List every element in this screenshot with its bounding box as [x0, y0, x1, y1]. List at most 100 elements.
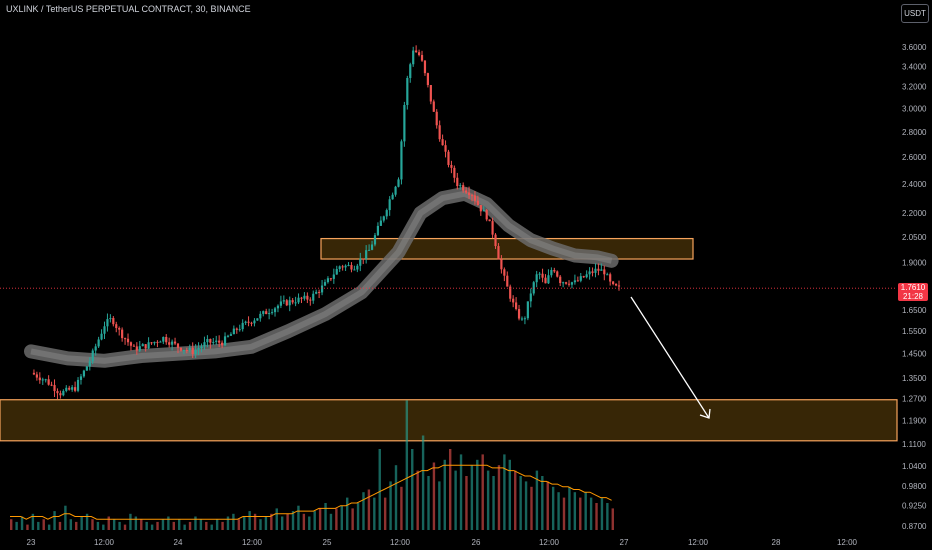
- candle-body: [59, 393, 62, 396]
- candle-body: [44, 379, 47, 381]
- candle-body: [65, 387, 68, 391]
- volume-bar: [91, 519, 94, 530]
- volume-bar: [15, 521, 18, 530]
- candle-body: [306, 295, 309, 300]
- candle-body: [247, 321, 250, 323]
- candle-body: [441, 139, 444, 146]
- volume-bar: [270, 513, 273, 530]
- candles: [32, 45, 621, 400]
- x-tick-label: 12:00: [94, 538, 115, 547]
- candle-body: [479, 205, 482, 212]
- last-price-value: 1.7610: [900, 283, 926, 292]
- volume-bar: [264, 516, 268, 530]
- volume-bar: [47, 524, 51, 530]
- volume-bar: [178, 519, 181, 530]
- candle-body: [141, 344, 144, 347]
- x-tick-label: 24: [174, 538, 183, 547]
- volume-bar: [443, 459, 446, 530]
- candle-body: [335, 269, 338, 275]
- candle-body: [191, 347, 194, 354]
- candle-body: [297, 297, 300, 303]
- candle-body: [438, 125, 441, 140]
- volume-bar: [275, 508, 278, 530]
- candle-body: [617, 285, 621, 287]
- candle-body: [373, 235, 377, 245]
- candle-body: [567, 283, 571, 285]
- candle-body: [573, 280, 576, 283]
- y-tick-label: 1.0400: [902, 462, 927, 471]
- volume-bar: [85, 513, 89, 530]
- candle-body: [276, 305, 280, 309]
- y-tick-label: 1.9000: [902, 259, 927, 268]
- volume-bar: [573, 492, 577, 530]
- candle-body: [450, 164, 453, 168]
- candle-body: [291, 300, 294, 303]
- volume-bar: [541, 476, 544, 530]
- volume-bar: [416, 470, 419, 530]
- candle-body: [435, 111, 438, 126]
- candle-body: [109, 318, 112, 320]
- candle-body: [488, 219, 491, 222]
- candle-body: [388, 199, 391, 211]
- candle-body: [420, 55, 424, 61]
- y-tick-label: 3.0000: [902, 104, 927, 113]
- candle-body: [612, 281, 615, 284]
- volume-bar: [427, 476, 430, 530]
- candle-body: [432, 101, 435, 112]
- candle-body: [132, 345, 135, 347]
- candle-body: [509, 286, 512, 299]
- candle-body: [56, 391, 59, 394]
- currency-badge[interactable]: USDT: [901, 4, 929, 23]
- ma-ribbon-band: [24, 186, 619, 368]
- candle-body: [279, 301, 282, 306]
- volume-bar: [324, 503, 327, 530]
- candle-body: [100, 333, 103, 340]
- volume-bar: [514, 470, 517, 530]
- candle-body: [564, 282, 568, 284]
- candle-body: [179, 347, 183, 351]
- volume-bar: [10, 519, 13, 530]
- volume-bar: [286, 513, 289, 530]
- candle-body: [76, 379, 80, 391]
- y-tick-label: 2.4000: [902, 180, 927, 189]
- candle-body: [309, 299, 312, 301]
- volume-bar: [210, 524, 213, 530]
- candle-body: [135, 346, 138, 351]
- candle-body: [535, 274, 538, 283]
- candle-body: [523, 318, 527, 320]
- candle-body: [229, 334, 233, 336]
- forecast-arrow-line: [630, 296, 710, 419]
- volume-bar: [156, 521, 159, 530]
- volume-bar: [562, 497, 566, 530]
- candle-body: [332, 274, 335, 279]
- candle-body: [312, 293, 315, 301]
- volume-bar: [492, 476, 495, 530]
- volume-bars: [10, 400, 614, 530]
- candle-body: [614, 283, 618, 286]
- x-tick-label: 12:00: [539, 538, 560, 547]
- candle-body: [159, 341, 162, 343]
- candle-body: [285, 300, 288, 306]
- candle-body: [453, 167, 456, 178]
- candle-body: [394, 186, 397, 195]
- volume-bar: [161, 519, 165, 530]
- volume-bar: [438, 481, 441, 530]
- candle-body: [603, 269, 606, 275]
- candle-body: [226, 335, 230, 337]
- volume-bar: [400, 486, 403, 530]
- volume-bar: [568, 486, 571, 530]
- candle-body: [541, 273, 544, 278]
- candle-body: [50, 384, 53, 386]
- candle-body: [232, 328, 235, 335]
- y-tick-label: 0.9800: [902, 482, 927, 491]
- candle-body: [365, 250, 368, 259]
- candle-body: [500, 259, 503, 270]
- volume-bar: [508, 459, 512, 530]
- candle-body: [182, 349, 185, 351]
- candle-body: [482, 210, 485, 212]
- x-axis: 23 12:00 24 12:00 25 12:00 26 12:00 27 12:00 28 12:…: [27, 538, 858, 547]
- volume-bar: [80, 516, 83, 530]
- y-tick-label: 0.9250: [902, 501, 927, 510]
- volume-bar: [584, 492, 587, 530]
- candle-body: [326, 278, 330, 283]
